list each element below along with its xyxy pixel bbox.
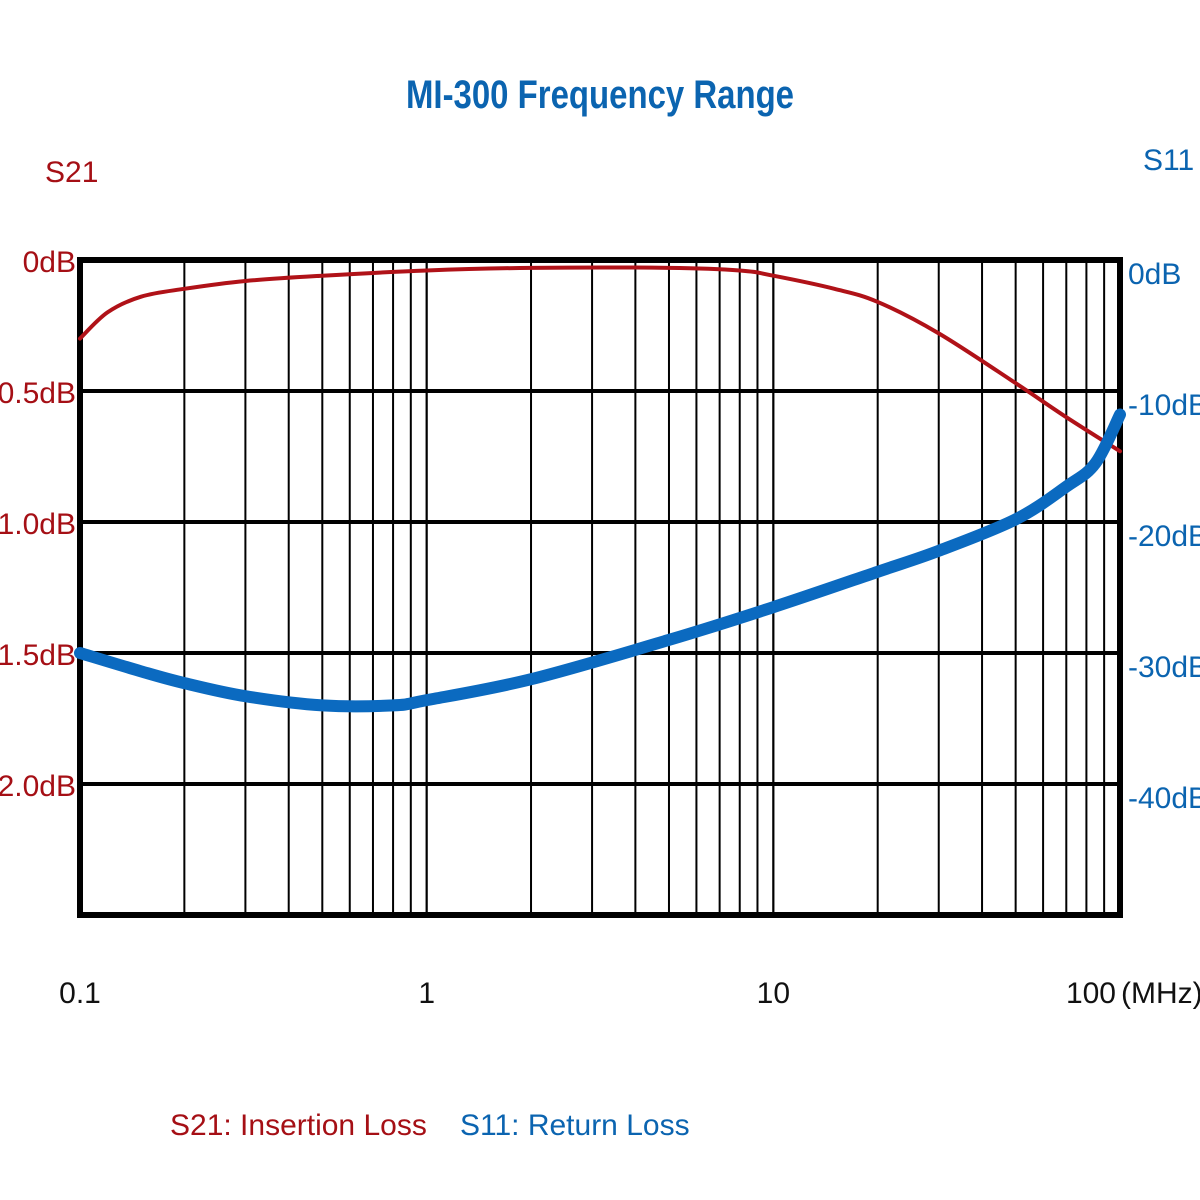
x-tick-label: 10 <box>757 977 790 1010</box>
left-tick-label: -1.0dB <box>0 508 76 541</box>
right-tick-label: 0dB <box>1128 258 1181 291</box>
s21-line <box>78 265 1122 454</box>
chart-title: MI-300 Frequency Range <box>406 73 794 117</box>
right-tick-label: -20dB <box>1128 520 1200 553</box>
left-tick-label: 0dB <box>23 246 76 279</box>
legend-s11: S11: Return Loss <box>460 1109 690 1142</box>
left-axis-label: S21 <box>45 156 98 189</box>
right-tick-label: -10dB <box>1128 389 1200 422</box>
left-tick-label: -0.5dB <box>0 377 76 410</box>
left-tick-label: -2.0dB <box>0 770 76 803</box>
left-tick-label: -1.5dB <box>0 639 76 672</box>
x-axis-label: (MHz) <box>1121 977 1200 1010</box>
plot-frame <box>77 257 1123 918</box>
right-tick-label: -40dB <box>1128 782 1200 815</box>
right-tick-label: -30dB <box>1128 651 1200 684</box>
x-tick-label: 1 <box>418 977 435 1010</box>
x-tick-label: 0.1 <box>59 977 101 1010</box>
s11-line <box>74 408 1126 713</box>
legend-s21: S21: Insertion Loss <box>170 1109 427 1142</box>
right-axis-label: S11 <box>1143 144 1194 177</box>
x-tick-label: 100 <box>1066 977 1116 1010</box>
